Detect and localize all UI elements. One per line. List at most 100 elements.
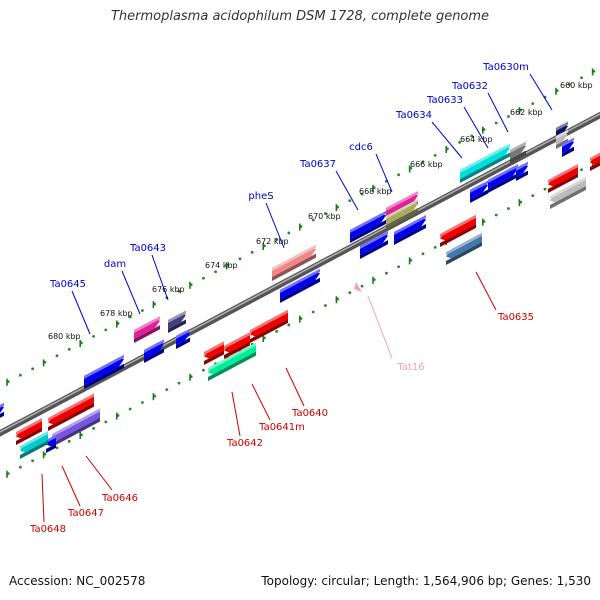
kbp-tick-label: 670 kbp — [308, 212, 341, 221]
kbp-tick-label: 666 kbp — [410, 160, 443, 169]
kbp-tick-label: 668 kbp — [359, 187, 392, 196]
gene-ta0634 — [488, 166, 518, 189]
upper-tick-track-dot — [470, 134, 474, 138]
lower-tick-track-dot — [128, 407, 132, 411]
lower-tick-track-dot — [507, 207, 510, 210]
gene-red-right-a-shadow — [548, 173, 578, 193]
gene-blue-d-highlight — [394, 215, 426, 235]
gene-teal-i-shadow — [208, 351, 256, 381]
upper-tick-track-dot — [214, 270, 218, 274]
lower-tick-track-dot — [67, 439, 71, 443]
upper-tick-track-dot — [580, 76, 583, 80]
gene-grey-small-shadow — [556, 138, 568, 149]
lower-tick-track-dot — [104, 420, 108, 424]
gene-blue-g-highlight — [176, 328, 190, 339]
gene-grey-b-shadow — [550, 185, 586, 209]
gene-label-ta0643-leader — [151, 254, 169, 301]
gene-red-right-a-highlight — [548, 164, 578, 183]
lower-tick-track-dot — [421, 252, 425, 256]
lower-tick-track-dot — [31, 459, 34, 463]
gene-blue-small-b-highlight — [516, 161, 528, 171]
gene-blue-c-highlight — [360, 231, 388, 249]
gene-red-right-b-highlight — [590, 152, 600, 161]
gene-label-ta0642: Ta0642 — [226, 438, 263, 449]
gene-label-ta0648: Ta0648 — [29, 524, 66, 535]
gene-blue-j-highlight — [46, 434, 56, 443]
gene-blue-small-a-shadow — [562, 146, 574, 157]
upper-tick-track-dot — [421, 160, 425, 164]
gene-ta0633-shadow — [470, 189, 488, 203]
gene-label-ta0637: Ta0637 — [299, 159, 336, 170]
gene-label-tat16: Tat16 — [396, 362, 424, 373]
gene-red-e-highlight — [440, 214, 476, 237]
gene-blue-edge — [0, 405, 4, 413]
gene-red-k-shadow — [16, 427, 42, 445]
gene-blue-c — [360, 233, 388, 255]
gene-label-ta0640: Ta0640 — [291, 408, 328, 419]
gene-ta0632 — [460, 146, 510, 179]
gene-label-dam: dam — [104, 259, 126, 270]
gene-ta0645-shadow — [84, 363, 124, 389]
gene-ta0648-highlight — [20, 431, 48, 449]
gene-ta0643-dark-shadow — [168, 319, 186, 333]
kbp-tick-label: 680 kbp — [48, 332, 81, 341]
gene-blue-c-shadow — [360, 240, 388, 259]
gene-ta0641m-shadow — [224, 341, 250, 359]
gene-blue-f-highlight — [280, 268, 320, 293]
gene-blue-d-shadow — [394, 224, 426, 245]
lower-tick-track-dot — [360, 284, 364, 288]
gene-blue-h — [144, 342, 164, 359]
gene-grey-small-highlight — [556, 129, 568, 139]
gene-ta0642-highlight — [204, 341, 224, 355]
gene-ta0634-highlight — [488, 164, 518, 183]
gene-grey-a-shadow — [510, 150, 526, 163]
gene-blue-h-highlight — [144, 339, 164, 353]
lower-tick-track-dot — [385, 271, 388, 275]
upper-tick-track-dot — [324, 212, 327, 215]
gene-blue-g-shadow — [176, 337, 190, 349]
gene-ta0640-highlight — [250, 309, 288, 333]
upper-tick-track-dot — [568, 82, 571, 86]
gene-ta0632-highlight — [460, 143, 510, 173]
upper-tick-track-dot — [92, 334, 95, 338]
gene-blue-small-a-highlight — [562, 137, 574, 147]
lower-tick-track-dot — [397, 265, 400, 269]
gene-label-tat16-leader — [367, 295, 393, 359]
gene-label-cdc6: cdc6 — [349, 142, 373, 153]
upper-tick-track-dot — [531, 102, 535, 106]
upper-tick-track-dot — [287, 231, 291, 235]
gene-label-ta0637-leader — [335, 170, 359, 211]
lower-tick-track-dot — [92, 426, 95, 430]
gene-blue-edge-shadow — [0, 411, 4, 418]
kbp-tick-label: 678 kbp — [100, 309, 133, 318]
upper-tick-track-dot — [31, 367, 34, 371]
gene-cdc6-olive — [386, 201, 418, 225]
gene-ta0648-shadow — [20, 440, 48, 459]
upper-tick-track-dot — [128, 315, 132, 319]
gene-ta0645 — [84, 357, 124, 385]
upper-tick-track-dot — [177, 289, 181, 293]
gene-label-ta0641m: Ta0641m — [258, 422, 305, 433]
gene-blue-d — [394, 217, 426, 241]
accession-text: Accession: NC_002578 — [9, 574, 146, 588]
gene-ta0632-shadow — [460, 152, 510, 183]
kbp-tick-label: 660 kbp — [560, 81, 593, 90]
lower-tick-track-dot — [275, 330, 278, 333]
map-title: Thermoplasma acidophilum DSM 1728, compl… — [110, 9, 490, 24]
gene-grey-b-highlight — [550, 176, 586, 199]
gene-label-phes: pheS — [248, 191, 273, 202]
upper-tick-track-dot — [238, 257, 242, 261]
gene-red-right-b-shadow — [590, 161, 600, 171]
lower-tick-track-dot — [531, 194, 535, 198]
gene-ta0630m-highlight — [556, 121, 568, 131]
gene-label-ta0646: Ta0646 — [101, 493, 138, 504]
upper-tick-track-dot — [55, 354, 59, 358]
gene-blue-small-b-shadow — [516, 170, 528, 181]
upper-tick-track-dot — [311, 218, 315, 222]
gene-ta0634-shadow — [488, 173, 518, 193]
lower-tick-track-dot — [494, 213, 498, 217]
gene-ta0642-shadow — [204, 350, 224, 365]
gene-label-ta0635: Ta0635 — [497, 312, 534, 323]
gene-red-e-shadow — [440, 223, 476, 247]
